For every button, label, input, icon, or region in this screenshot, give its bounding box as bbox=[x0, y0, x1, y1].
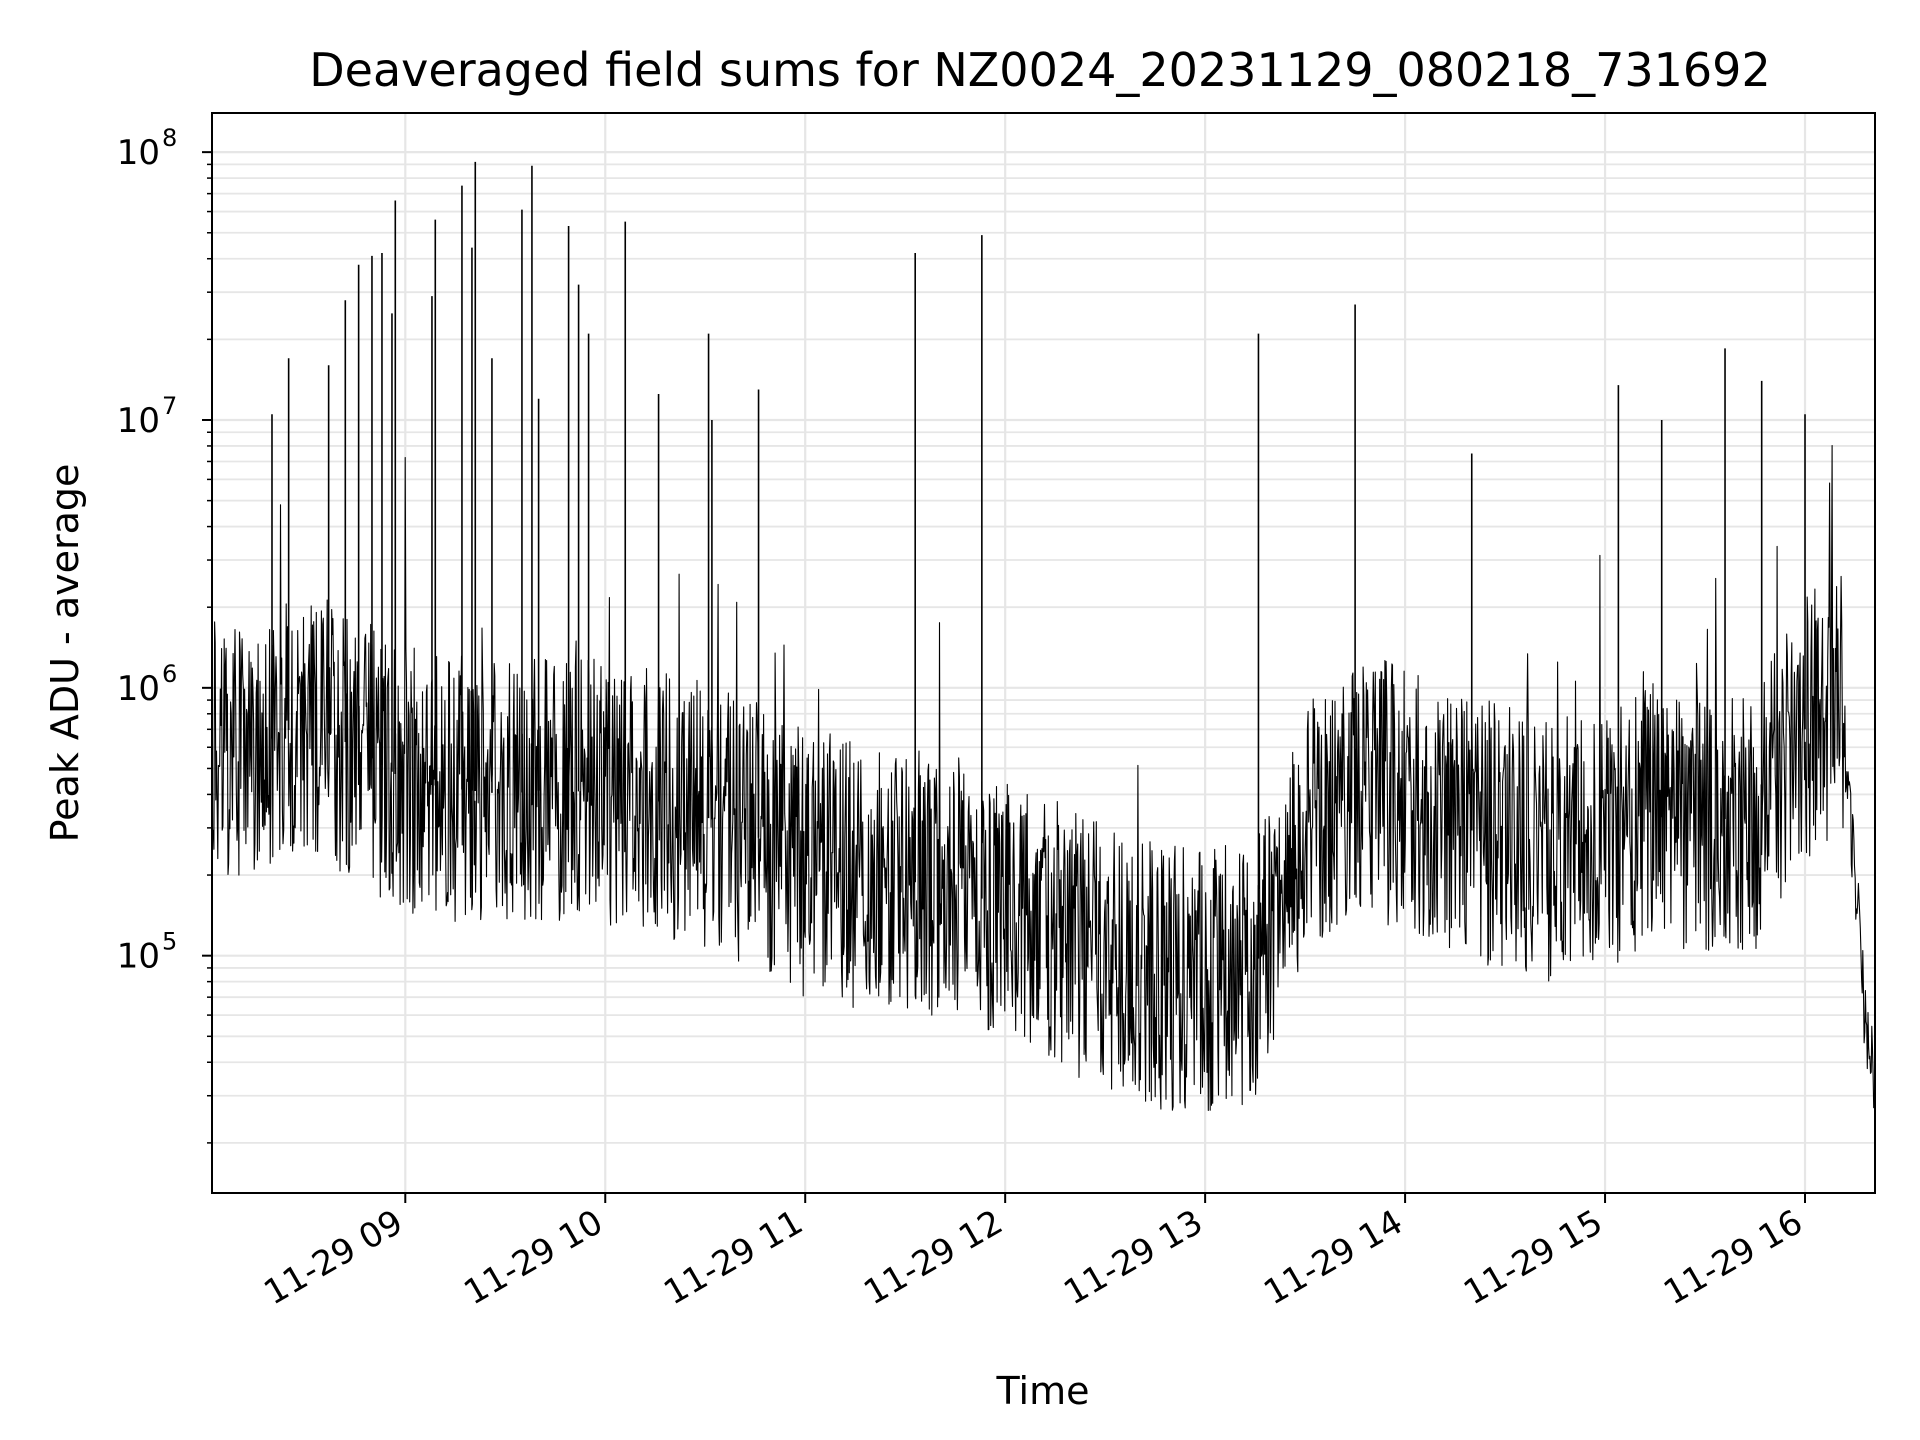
x-tick-label: 11-29 11 bbox=[657, 1202, 809, 1313]
x-tick-label: 11-29 10 bbox=[457, 1202, 609, 1313]
chart-title: Deaveraged field sums for NZ0024_2023112… bbox=[309, 43, 1770, 97]
y-tick-exponent: 7 bbox=[162, 392, 177, 420]
y-tick-label: 10 bbox=[117, 133, 160, 173]
data-series bbox=[211, 161, 1876, 1112]
y-tick-label: 10 bbox=[117, 401, 160, 441]
x-tick-label: 11-29 12 bbox=[857, 1202, 1009, 1313]
plot-frame bbox=[211, 112, 1876, 1194]
x-tick-label: 11-29 09 bbox=[257, 1202, 409, 1313]
x-axis-label: Time bbox=[996, 1369, 1090, 1413]
x-tick-label: 11-29 13 bbox=[1057, 1202, 1209, 1313]
y-axis-label: Peak ADU - average bbox=[43, 464, 87, 843]
y-tick-label: 10 bbox=[117, 937, 160, 977]
y-tick-label: 10 bbox=[117, 669, 160, 709]
x-axis: 11-29 09 11-29 10 11-29 11 11-29 12 11-29 13… bbox=[257, 1193, 1810, 1313]
series-line bbox=[211, 445, 1876, 1112]
y-tick-exponent: 8 bbox=[162, 124, 177, 152]
x-tick-label: 11-29 15 bbox=[1457, 1202, 1609, 1313]
y-tick-exponent: 5 bbox=[162, 928, 177, 956]
y-tick-exponent: 6 bbox=[162, 660, 177, 688]
x-tick-label: 11-29 14 bbox=[1257, 1202, 1409, 1313]
x-tick-label: 11-29 16 bbox=[1657, 1202, 1809, 1313]
